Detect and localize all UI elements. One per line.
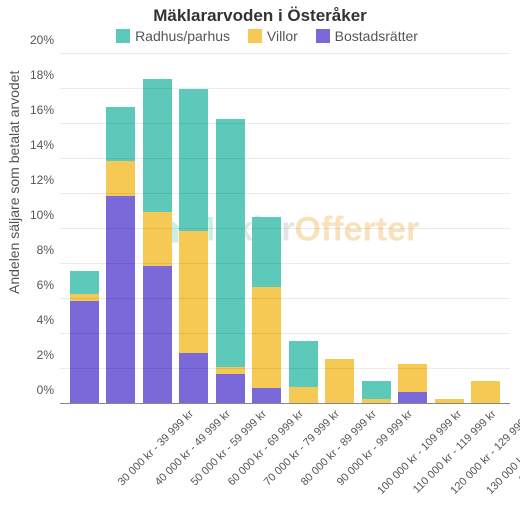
grid-line — [60, 298, 510, 299]
y-tick-label: 6% — [37, 278, 60, 292]
legend-label-radhus: Radhus/parhus — [135, 28, 230, 44]
bar-category — [250, 54, 285, 404]
grid-line — [60, 158, 510, 159]
stacked-bar — [398, 364, 427, 404]
stacked-bar — [252, 217, 281, 404]
bars-group — [66, 54, 504, 404]
x-axis-line — [60, 403, 510, 404]
bar-segment-villor — [289, 387, 318, 405]
y-tick-label: 12% — [30, 173, 60, 187]
bar-segment-bostad — [106, 196, 135, 404]
x-axis-labels: 30 000 kr - 39 999 kr40 000 kr - 49 999 … — [66, 408, 504, 518]
bar-segment-bostad — [216, 374, 245, 404]
y-tick-label: 14% — [30, 138, 60, 152]
bar-category — [67, 54, 102, 404]
bar-category — [177, 54, 212, 404]
bar-category — [286, 54, 321, 404]
bar-segment-radhus — [289, 341, 318, 387]
y-tick-label: 20% — [30, 33, 60, 47]
bar-segment-villor — [325, 359, 354, 405]
legend-label-villor: Villor — [267, 28, 298, 44]
chart-container: Mäklararvoden i Österåker Radhus/parhus … — [0, 0, 520, 520]
bar-segment-radhus — [143, 79, 172, 212]
bar-category — [469, 54, 504, 404]
grid-line — [60, 263, 510, 264]
stacked-bar — [143, 79, 172, 405]
bar-category — [323, 54, 358, 404]
stacked-bar — [179, 89, 208, 404]
bar-segment-radhus — [362, 381, 391, 399]
bar-segment-bostad — [143, 266, 172, 404]
y-tick-label: 10% — [30, 208, 60, 222]
stacked-bar — [216, 119, 245, 404]
y-tick-label: 16% — [30, 103, 60, 117]
y-tick-label: 18% — [30, 68, 60, 82]
bar-segment-radhus — [216, 119, 245, 368]
plot-area: MäklarOfferter 0%2%4%6%8%10%12%14%16%18%… — [60, 54, 510, 404]
chart-legend: Radhus/parhus Villor Bostadsrätter — [0, 26, 520, 48]
grid-line — [60, 88, 510, 89]
stacked-bar — [70, 271, 99, 404]
chart-title: Mäklararvoden i Österåker — [0, 0, 520, 26]
grid-line — [60, 123, 510, 124]
y-tick-label: 2% — [37, 348, 60, 362]
bar-category — [104, 54, 139, 404]
stacked-bar — [471, 381, 500, 404]
bar-segment-villor — [252, 287, 281, 389]
stacked-bar — [325, 359, 354, 405]
grid-line — [60, 368, 510, 369]
legend-swatch-villor — [248, 29, 262, 43]
y-tick-label: 0% — [37, 383, 60, 397]
y-tick-label: 8% — [37, 243, 60, 257]
bar-segment-villor — [143, 212, 172, 266]
bar-category — [140, 54, 175, 404]
y-axis-label: Andelen säljare som betalat arvodet — [6, 70, 22, 293]
bar-segment-bostad — [70, 301, 99, 404]
stacked-bar — [106, 107, 135, 405]
bar-segment-bostad — [252, 388, 281, 404]
grid-line — [60, 228, 510, 229]
bar-segment-radhus — [70, 271, 99, 294]
legend-swatch-radhus — [116, 29, 130, 43]
grid-line — [60, 193, 510, 194]
bar-segment-villor — [179, 231, 208, 354]
bar-category — [396, 54, 431, 404]
legend-label-bostad: Bostadsrätter — [335, 28, 418, 44]
grid-line — [60, 333, 510, 334]
stacked-bar — [362, 381, 391, 404]
bar-category — [213, 54, 248, 404]
grid-line — [60, 53, 510, 54]
bar-segment-bostad — [179, 353, 208, 404]
y-tick-label: 4% — [37, 313, 60, 327]
bar-category — [432, 54, 467, 404]
bar-segment-radhus — [179, 89, 208, 231]
bar-segment-radhus — [106, 107, 135, 161]
bar-segment-villor — [106, 161, 135, 196]
bar-segment-villor — [471, 381, 500, 404]
stacked-bar — [289, 341, 318, 404]
bar-category — [359, 54, 394, 404]
legend-swatch-bostad — [316, 29, 330, 43]
